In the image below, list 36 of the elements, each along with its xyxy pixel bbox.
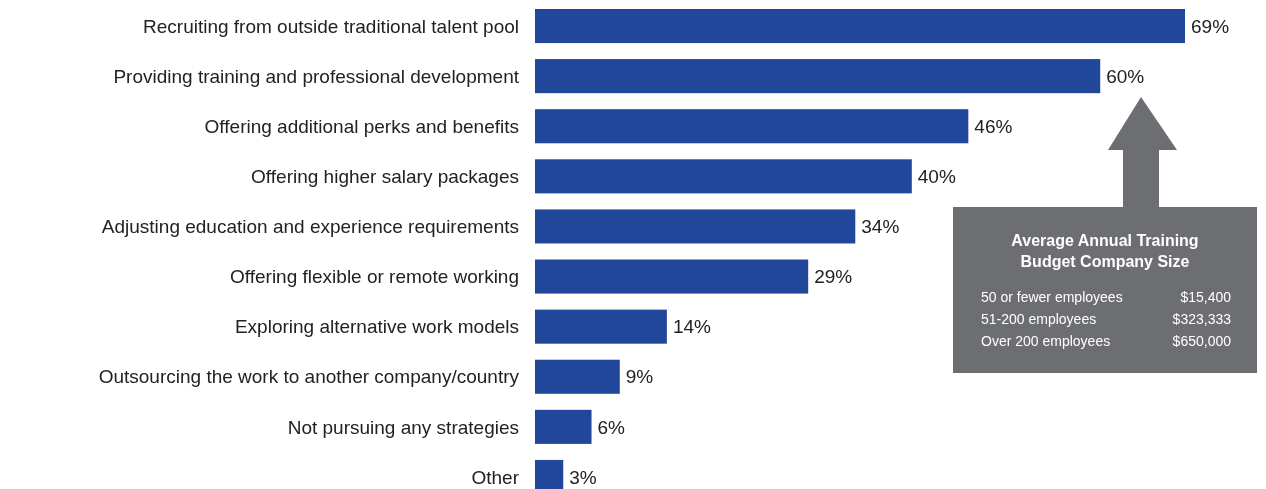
data-label: 29%	[814, 266, 853, 288]
annotation: 51-200 employees	[981, 311, 1097, 327]
data-label: 46%	[974, 115, 1013, 137]
data-label: 14%	[672, 316, 712, 338]
annotation: Over 200 employees	[981, 333, 1111, 349]
data-label: 6%	[597, 416, 626, 438]
y-tick-label: Other	[471, 466, 520, 488]
data-label: 69%	[1191, 15, 1230, 37]
data-label: 9%	[625, 366, 654, 388]
y-tick-label: Recruiting from outside traditional talent pool	[143, 15, 519, 37]
annotation: 50 or fewer employees	[981, 289, 1123, 305]
annotation: $650,000	[1172, 333, 1232, 349]
y-tick-label: Not pursuing any strategies	[287, 416, 519, 438]
y-tick-label: Providing training and professional development	[113, 65, 520, 87]
y-tick-label: Offering flexible or remote working	[230, 266, 519, 288]
bar	[535, 109, 969, 144]
bar	[535, 9, 1185, 44]
data-label: 60%	[1106, 65, 1145, 87]
y-tick-label: Exploring alternative work models	[234, 316, 519, 338]
bar	[535, 409, 592, 444]
data-label: 3%	[569, 466, 597, 488]
data-label: 34%	[861, 216, 900, 238]
y-tick-label: Offering additional perks and benefits	[204, 115, 519, 137]
bar	[535, 359, 620, 394]
annotation: $15,400	[1180, 289, 1232, 305]
y-tick-label: Offering higher salary packages	[251, 166, 519, 187]
data-label: 40%	[917, 166, 956, 187]
bar	[535, 159, 912, 194]
y-tick-label: Outsourcing the work to another company/country	[98, 366, 520, 388]
bar	[535, 259, 809, 294]
y-tick-label: Adjusting education and experience requirements	[101, 216, 519, 238]
bar	[535, 309, 667, 344]
annotation: $323,333	[1172, 311, 1232, 327]
bar	[535, 59, 1101, 94]
bar	[535, 209, 856, 244]
annotation: Average Annual Training Budget Company Size	[1011, 232, 1199, 270]
